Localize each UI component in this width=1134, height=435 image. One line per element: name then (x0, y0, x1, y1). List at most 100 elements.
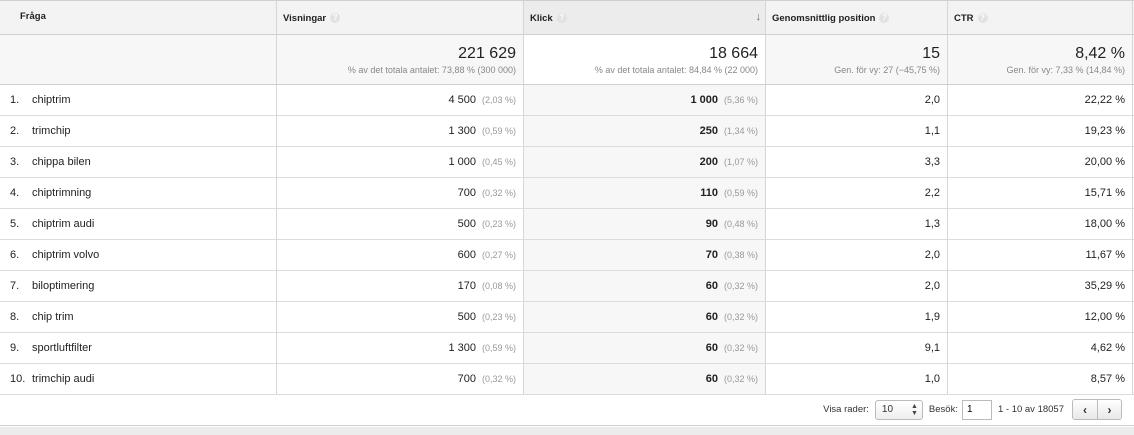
position-value: 1,0 (924, 373, 940, 385)
help-icon[interactable]: ? (879, 13, 890, 24)
header-avg-position[interactable]: Genomsnittlig position? (766, 1, 948, 34)
query-link[interactable]: chiptrim (32, 94, 71, 106)
ctr-cell: 35,29 % (948, 271, 1133, 301)
impressions-cell: 170 (0,08 %) (277, 271, 524, 301)
totals-impressions-note: % av det totala antalet: 73,88 % (300 00… (347, 65, 516, 75)
table-row: 2. trimchip 1 300 (0,59 %) 250 (1,34 %) 1,1… (0, 116, 1134, 147)
query-cell: 6. chiptrim volvo (0, 240, 277, 270)
clicks-value: 60 (705, 342, 718, 354)
sort-descending-icon: ↓ (755, 11, 762, 23)
clicks-percent: (5,36 %) (723, 95, 758, 105)
table-row: 8. chip trim 500 (0,23 %) 60 (0,32 %) 1,9 1… (0, 302, 1134, 333)
ctr-cell: 11,67 % (948, 240, 1133, 270)
page-range: 1 - 10 av 18057 (997, 404, 1064, 415)
header-impressions[interactable]: Visningar? (277, 1, 524, 34)
row-number: 6. (10, 249, 20, 261)
clicks-percent: (0,48 %) (723, 219, 758, 229)
ctr-value: 19,23 % (1084, 125, 1125, 137)
query-cell: 7. biloptimering (0, 271, 277, 301)
totals-ctr-value: 8,42 % (1075, 45, 1125, 62)
impressions-percent: (0,59 %) (481, 126, 516, 136)
position-cell: 1,9 (766, 302, 948, 332)
row-number: 7. (10, 280, 20, 292)
impressions-value: 1 000 (448, 156, 476, 168)
header-query[interactable]: Fråga (0, 1, 277, 34)
impressions-percent: (0,27 %) (481, 250, 516, 260)
query-link[interactable]: trimchip audi (32, 373, 95, 385)
row-number: 4. (10, 187, 20, 199)
clicks-percent: (0,59 %) (723, 188, 758, 198)
clicks-value: 90 (705, 218, 718, 230)
help-icon[interactable]: ? (977, 13, 988, 24)
help-icon[interactable]: ? (330, 13, 341, 24)
table-row: 7. biloptimering 170 (0,08 %) 60 (0,32 %) 2… (0, 271, 1134, 302)
impressions-cell: 1 300 (0,59 %) (277, 116, 524, 146)
query-link[interactable]: chip trim (32, 311, 74, 323)
position-value: 2,0 (924, 280, 940, 292)
impressions-percent: (2,03 %) (481, 95, 516, 105)
rows-per-page-value: 10 (881, 404, 894, 415)
pagination-bar: Visa rader: 10 ▲▼ Besök: 1 - 10 av 18057… (0, 394, 1134, 426)
ctr-cell: 19,23 % (948, 116, 1133, 146)
clicks-cell: 60 (0,32 %) (524, 333, 766, 363)
page-nav: ‹ › (1072, 399, 1122, 420)
header-clicks-label: Klick (530, 13, 553, 24)
impressions-value: 700 (457, 373, 476, 385)
clicks-percent: (0,32 %) (723, 281, 758, 291)
totals-clicks-note: % av det totala antalet: 84,84 % (22 000… (594, 65, 758, 75)
table-header: Fråga Visningar? Klick? ↓ Genomsnittlig p… (0, 1, 1134, 35)
table-row: 9. sportluftfilter 1 300 (0,59 %) 60 (0,32 … (0, 333, 1134, 364)
impressions-cell: 1 300 (0,59 %) (277, 333, 524, 363)
header-ctr[interactable]: CTR? (948, 1, 1133, 34)
query-link[interactable]: sportluftfilter (32, 342, 92, 354)
query-link[interactable]: biloptimering (32, 280, 95, 292)
clicks-cell: 60 (0,32 %) (524, 302, 766, 332)
totals-row: 221 629 % av det totala antalet: 73,88 %… (0, 35, 1134, 85)
query-cell: 8. chip trim (0, 302, 277, 332)
impressions-value: 600 (457, 249, 476, 261)
query-cell: 2. trimchip (0, 116, 277, 146)
ctr-cell: 18,00 % (948, 209, 1133, 239)
ctr-value: 8,57 % (1090, 373, 1125, 385)
query-link[interactable]: trimchip (32, 125, 71, 137)
ctr-value: 12,00 % (1084, 311, 1125, 323)
ctr-value: 4,62 % (1090, 342, 1125, 354)
impressions-cell: 600 (0,27 %) (277, 240, 524, 270)
ctr-value: 35,29 % (1084, 280, 1125, 292)
header-clicks[interactable]: Klick? ↓ (524, 1, 766, 34)
query-link[interactable]: chiptrim audi (32, 218, 95, 230)
next-page-button[interactable]: › (1097, 400, 1121, 419)
query-table: Fråga Visningar? Klick? ↓ Genomsnittlig p… (0, 0, 1134, 395)
impressions-value: 500 (457, 218, 476, 230)
impressions-value: 170 (457, 280, 476, 292)
query-link[interactable]: chiptrim volvo (32, 249, 100, 261)
totals-empty (0, 35, 277, 84)
prev-page-button[interactable]: ‹ (1073, 400, 1097, 419)
row-number: 8. (10, 311, 20, 323)
ctr-value: 11,67 % (1085, 249, 1125, 261)
query-link[interactable]: chiptrimning (32, 187, 92, 199)
row-number: 3. (10, 156, 20, 168)
impressions-cell: 500 (0,23 %) (277, 209, 524, 239)
ctr-cell: 12,00 % (948, 302, 1133, 332)
ctr-cell: 22,22 % (948, 85, 1133, 115)
help-icon[interactable]: ? (556, 13, 567, 24)
rows-per-page-select[interactable]: 10 ▲ ▼ (874, 399, 923, 420)
row-number: 5. (10, 218, 20, 230)
query-link[interactable]: chippa bilen (32, 156, 91, 168)
impressions-value: 1 300 (448, 342, 476, 354)
position-value: 2,0 (924, 249, 940, 261)
table-row: 4. chiptrimning 700 (0,32 %) 110 (0,59 %) 2… (0, 178, 1134, 209)
header-ctr-label: CTR (954, 13, 974, 24)
impressions-cell: 700 (0,32 %) (277, 178, 524, 208)
row-number: 2. (10, 125, 20, 137)
chevron-right-icon: › (1107, 402, 1112, 417)
goto-page-input[interactable] (961, 399, 992, 420)
chevron-left-icon: ‹ (1083, 402, 1087, 417)
position-cell: 2,0 (766, 240, 948, 270)
table-row: 10. trimchip audi 700 (0,32 %) 60 (0,32 %) … (0, 364, 1134, 395)
row-number: 1. (10, 94, 20, 106)
clicks-percent: (1,07 %) (723, 157, 758, 167)
impressions-percent: (0,59 %) (481, 343, 516, 353)
impressions-percent: (0,32 %) (481, 188, 516, 198)
